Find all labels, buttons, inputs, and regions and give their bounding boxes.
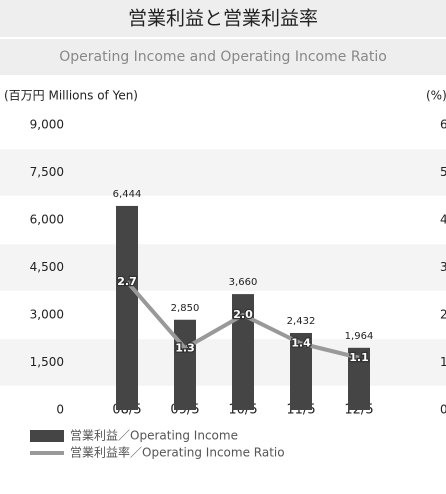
y2-tick-label: 3 [440, 260, 446, 274]
y-axis-label: (百万円 Millions of Yen) [4, 89, 138, 103]
y-tick-label: 0 [56, 403, 64, 417]
y2-tick-label: 5 [440, 165, 446, 179]
line-value-label: 2.7 [117, 275, 137, 288]
y-tick-label: 3,000 [30, 308, 64, 322]
legend-swatch [30, 430, 64, 442]
stripe [0, 148, 446, 197]
legend-label: 営業利益率／Operating Income Ratio [70, 445, 285, 460]
y-tick-label: 7,500 [30, 165, 64, 179]
y2-axis-label: (%) [426, 89, 446, 103]
y2-tick-label: 6 [440, 118, 446, 132]
y2-tick-label: 0 [440, 403, 446, 417]
bar [116, 205, 138, 410]
bar [232, 294, 254, 410]
stripe [0, 338, 446, 387]
line-value-label: 1.4 [291, 337, 311, 350]
line-value-label: 2.0 [233, 308, 253, 321]
bar [348, 347, 370, 410]
bar [290, 332, 312, 410]
y-tick-label: 9,000 [30, 118, 64, 132]
stripe [0, 243, 446, 292]
bar-value-label: 2,432 [287, 316, 316, 327]
bar [174, 319, 196, 410]
y2-tick-label: 1 [440, 355, 446, 369]
chart-subtitle: Operating Income and Operating Income Ra… [59, 49, 387, 65]
bar-value-label: 3,660 [229, 277, 258, 288]
legend-label: 営業利益／Operating Income [70, 429, 238, 443]
y-tick-label: 4,500 [30, 260, 64, 274]
bar-value-label: 2,850 [171, 303, 200, 314]
chart-title: 営業利益と営業利益率 [128, 8, 318, 30]
ratio-line [125, 280, 360, 360]
y-tick-label: 6,000 [30, 213, 64, 227]
line-value-label: 1.1 [349, 351, 369, 364]
bar-value-label: 6,444 [113, 189, 142, 200]
bar-value-label: 1,964 [345, 331, 374, 342]
y2-tick-label: 4 [440, 213, 446, 227]
line-value-label: 1.3 [175, 341, 195, 354]
y-tick-label: 1,500 [30, 355, 64, 369]
y2-tick-label: 2 [440, 308, 446, 322]
